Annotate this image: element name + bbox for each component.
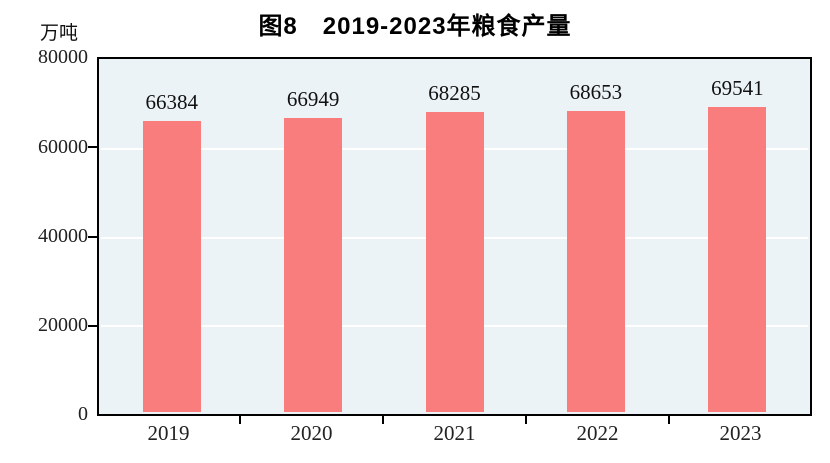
y-tick-label-80000: 80000	[38, 46, 88, 68]
y-tick-mark-60000	[88, 145, 97, 148]
y-tick-mark-20000	[88, 325, 97, 328]
x-label-2021: 2021	[433, 421, 476, 445]
y-tick-mark-40000	[88, 235, 97, 238]
bar-slot-2019: 66384	[101, 61, 242, 412]
plot-area-wrapper: 66384 66949 68285 68653	[88, 57, 812, 424]
y-tick-label-0: 0	[78, 403, 88, 425]
y-tick-label-60000: 60000	[38, 136, 88, 158]
bar-slot-2022: 68653	[525, 61, 666, 412]
bars-container: 66384 66949 68285 68653	[101, 61, 808, 412]
x-tick-mark-2	[382, 416, 384, 424]
bar-2019: 66384	[142, 90, 201, 412]
y-tick-label-20000: 20000	[38, 314, 88, 336]
x-label-2023: 2023	[719, 421, 762, 445]
y-tick-label-40000: 40000	[38, 225, 88, 247]
bar-2021: 68285	[425, 81, 484, 412]
x-label-2019: 2019	[147, 421, 190, 445]
x-tick-mark-3	[525, 416, 527, 424]
bar-value-label: 68285	[428, 81, 481, 106]
bar-value-label: 66949	[286, 87, 340, 112]
bar-value-label: 69541	[711, 75, 764, 100]
bar-2022: 68653	[566, 80, 625, 412]
plot-area: 66384 66949 68285 68653	[97, 57, 812, 416]
bar-value-label: 68653	[569, 79, 623, 104]
bar-2023: 69541	[708, 76, 767, 412]
x-axis-labels: 2019 2020 2021 2022 2023	[97, 421, 812, 446]
bar-value-label: 66384	[145, 89, 198, 114]
bar-slot-2020: 66949	[242, 61, 383, 412]
x-label-2020: 2020	[290, 421, 333, 445]
x-tick-mark-4	[668, 416, 670, 424]
bar-slot-2021: 68285	[384, 61, 525, 412]
x-tick-mark-1	[239, 416, 241, 424]
y-axis-unit-label: 万吨	[40, 23, 79, 44]
x-label-2022: 2022	[576, 421, 619, 445]
bar-slot-2023: 69541	[667, 61, 808, 412]
bar-2020: 66949	[284, 87, 343, 412]
chart-title: 图8 2019-2023年粮食产量	[258, 13, 572, 40]
